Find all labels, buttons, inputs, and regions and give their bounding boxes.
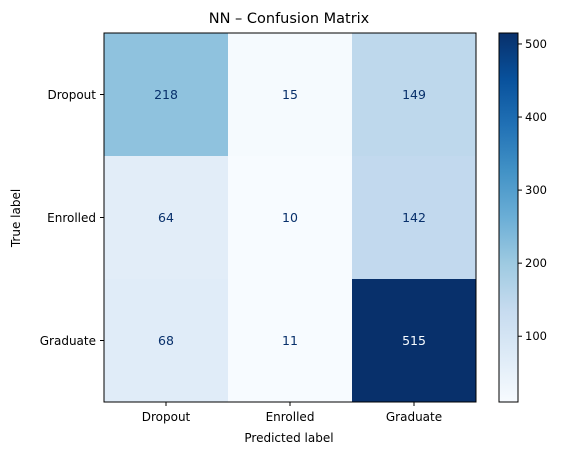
colorbar: [499, 33, 518, 402]
y-tick-label: Dropout: [47, 88, 96, 102]
x-tick-label: Graduate: [386, 410, 442, 424]
cell-value-label: 15: [282, 87, 298, 102]
heatmap-cell: [228, 33, 353, 157]
cell-value-label: 218: [154, 87, 178, 102]
heatmap-cell: [104, 33, 229, 157]
colorbar-ticks: 100 200 300 400 500: [518, 37, 547, 343]
cell-value-label: 515: [402, 333, 426, 348]
y-tick-label: Graduate: [40, 334, 96, 348]
colorbar-tick-label: 400: [525, 110, 547, 124]
x-axis-label: Predicted label: [244, 431, 333, 445]
x-tick-label: Dropout: [142, 410, 191, 424]
cell-value-label: 68: [158, 333, 174, 348]
chart-title: NN – Confusion Matrix: [209, 11, 370, 27]
x-axis-ticks: Dropout Enrolled Graduate: [142, 402, 442, 424]
y-axis-label: True label: [9, 189, 23, 248]
cell-value-label: 64: [158, 210, 174, 225]
heatmap-cell: [352, 156, 477, 280]
cell-value-label: 149: [402, 87, 426, 102]
y-axis-ticks: Dropout Enrolled Graduate: [40, 88, 104, 348]
cell-value-label: 10: [282, 210, 298, 225]
colorbar-frame: [498, 32, 519, 403]
colorbar-tick-label: 500: [525, 37, 547, 51]
heatmap-cells: [104, 33, 477, 403]
heatmap-cell: [104, 279, 229, 403]
heatmap-cell: [104, 156, 229, 280]
cell-value-label: 11: [282, 333, 298, 348]
x-tick-label: Enrolled: [266, 410, 315, 424]
y-tick-label: Enrolled: [47, 211, 96, 225]
heatmap-cell-labels: 218 15 149 64 10 142 68 11 515: [154, 87, 426, 348]
colorbar-tick-label: 300: [525, 183, 547, 197]
heatmap-cell: [352, 33, 477, 157]
cell-value-label: 142: [402, 210, 426, 225]
heatmap-cell: [228, 279, 353, 403]
colorbar-tick-label: 200: [525, 256, 547, 270]
heatmap-cell: [352, 279, 477, 403]
heatmap-cell: [228, 156, 353, 280]
colorbar-tick-label: 100: [525, 329, 547, 343]
